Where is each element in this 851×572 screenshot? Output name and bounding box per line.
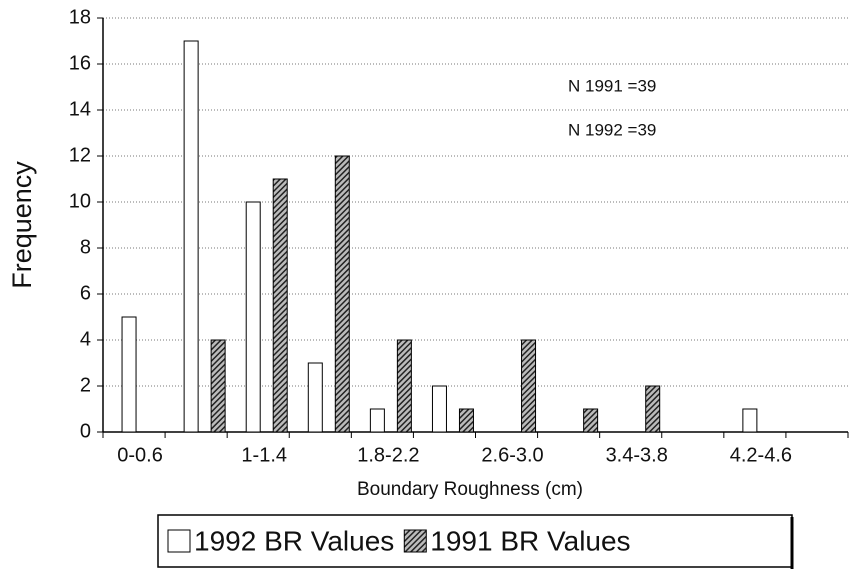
bar [521,339,537,433]
x-tick-label: 0-0.6 [117,444,163,466]
bar [369,408,385,433]
x-tick-label: 4.2-4.6 [730,444,792,466]
x-tick-label: 3.4-3.8 [606,444,668,466]
bar [272,178,288,433]
y-tick-label: 4 [80,328,91,350]
bar [431,385,447,433]
y-tick-label: 16 [69,52,91,74]
legend-box [157,514,793,568]
bar [583,408,599,433]
legend-label: 1991 BR Values [430,525,630,556]
y-tick-label: 2 [80,374,91,396]
bar [334,155,350,433]
legend-label: 1992 BR Values [194,525,394,556]
x-axis-title: Boundary Roughness (cm) [357,479,583,500]
bar [121,316,137,433]
legend-swatch [167,529,191,553]
x-tick-label: 1-1.4 [241,444,287,466]
bar [645,385,661,433]
bar [210,339,226,433]
x-tick-label: 1.8-2.2 [357,444,419,466]
x-tick-label: 2.6-3.0 [481,444,543,466]
y-tick-label: 10 [69,190,91,212]
annotation: N 1991 =39 [568,76,656,95]
bar [742,408,758,433]
bar [458,408,474,433]
legend: 1992 BR Values 1991 BR Values [157,514,794,569]
annotation: N 1992 =39 [568,120,656,139]
bar [396,339,412,433]
bar [307,362,323,433]
y-axis-title: Frequency [7,161,37,289]
y-tick-label: 14 [69,98,91,120]
y-tick-label: 12 [69,144,91,166]
legend-swatch [403,529,427,553]
y-tick-label: 18 [69,6,91,28]
bar [183,40,199,433]
bar [245,201,261,433]
y-tick-label: 0 [80,420,91,442]
y-tick-label: 8 [80,236,91,258]
y-tick-label: 6 [80,282,91,304]
